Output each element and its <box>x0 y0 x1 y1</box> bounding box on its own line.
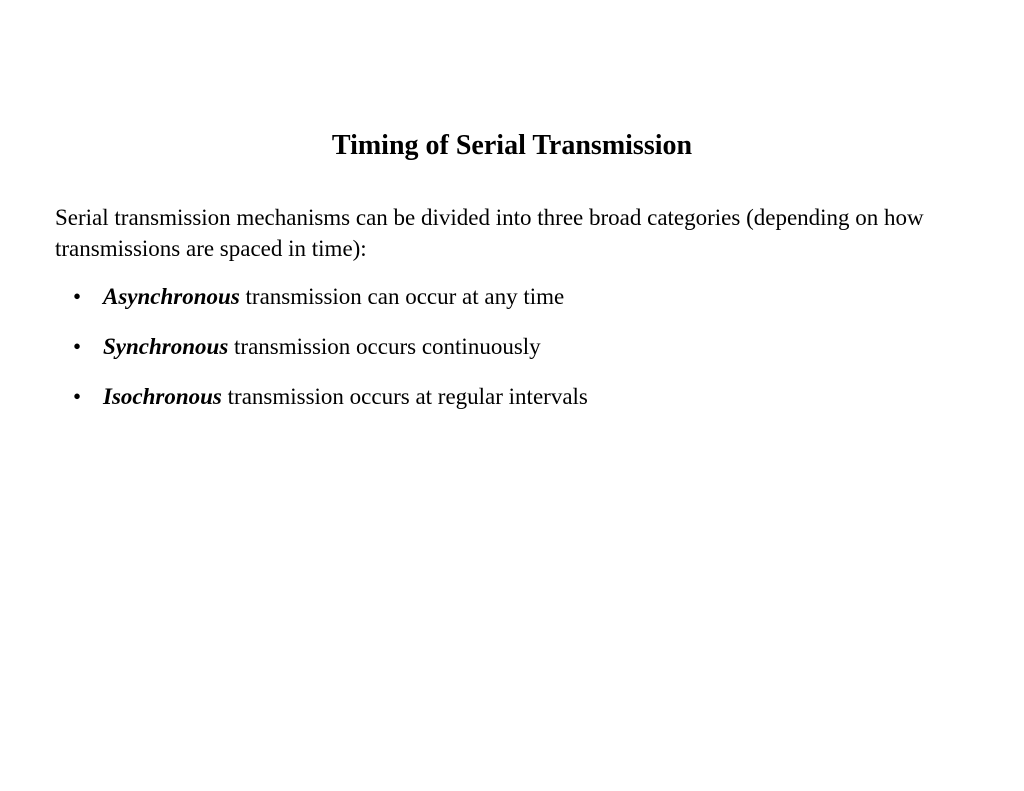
term-text: Isochronous <box>103 384 222 409</box>
rest-text: transmission can occur at any time <box>240 284 564 309</box>
intro-text: Serial transmission mechanisms can be di… <box>55 202 969 264</box>
list-item: Synchronous transmission occurs continuo… <box>55 332 969 362</box>
term-text: Asynchronous <box>103 284 240 309</box>
term-text: Synchronous <box>103 334 228 359</box>
slide-title: Timing of Serial Transmission <box>55 130 969 162</box>
rest-text: transmission occurs continuously <box>228 334 540 359</box>
bullet-list: Asynchronous transmission can occur at a… <box>55 282 969 412</box>
list-item: Isochronous transmission occurs at regul… <box>55 382 969 412</box>
rest-text: transmission occurs at regular intervals <box>222 384 588 409</box>
slide-container: Timing of Serial Transmission Serial tra… <box>0 0 1024 412</box>
list-item: Asynchronous transmission can occur at a… <box>55 282 969 312</box>
